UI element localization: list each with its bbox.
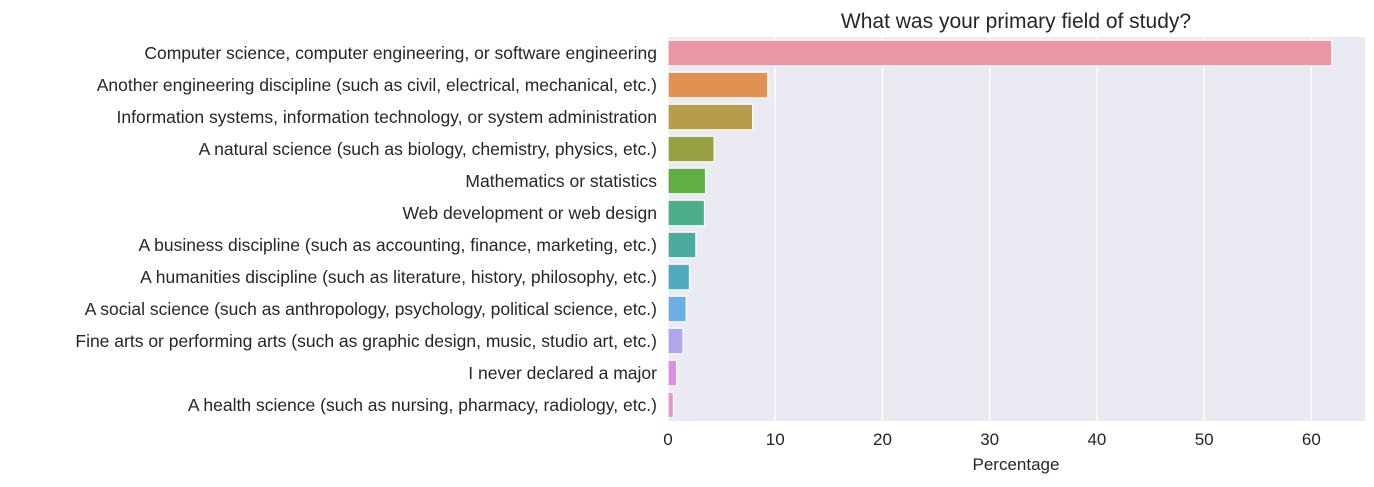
x-axis-label: Percentage (973, 455, 1060, 474)
y-tick-labels: Computer science, computer engineering, … (75, 43, 657, 415)
bar (667, 359, 678, 387)
category-label: Fine arts or performing arts (such as gr… (75, 331, 657, 351)
bars (667, 39, 1333, 419)
x-tick-label: 40 (1087, 430, 1106, 449)
bar (667, 71, 769, 99)
chart-title: What was your primary field of study? (841, 10, 1191, 33)
x-tick-label: 20 (873, 430, 892, 449)
bar (667, 39, 1333, 67)
bar (667, 103, 754, 131)
category-label: Computer science, computer engineering, … (144, 43, 657, 63)
bar (667, 295, 687, 323)
bar (667, 135, 715, 163)
category-label: A social science (such as anthropology, … (85, 299, 657, 319)
category-label: Another engineering discipline (such as … (97, 75, 657, 95)
category-label: A natural science (such as biology, chem… (199, 139, 657, 159)
bar (667, 231, 697, 259)
x-tick-label: 30 (980, 430, 999, 449)
category-label: Mathematics or statistics (465, 171, 657, 191)
bar (667, 199, 706, 227)
bar (667, 263, 691, 291)
gridlines (667, 37, 1313, 421)
x-tick-label: 50 (1195, 430, 1214, 449)
x-tick-label: 0 (663, 430, 672, 449)
bar (667, 327, 684, 355)
category-label: I never declared a major (468, 363, 657, 383)
plot-area (668, 37, 1365, 421)
x-tick-label: 60 (1302, 430, 1321, 449)
category-label: Web development or web design (402, 203, 657, 223)
category-label: A humanities discipline (such as literat… (140, 267, 657, 287)
category-label: Information systems, information technol… (117, 107, 657, 127)
x-tick-label: 10 (766, 430, 785, 449)
x-tick-labels: 0 10 20 30 40 50 60 (663, 430, 1321, 449)
category-label: A business discipline (such as accountin… (139, 235, 657, 255)
bar (667, 391, 674, 419)
category-label: A health science (such as nursing, pharm… (188, 395, 657, 415)
bar (667, 167, 707, 195)
